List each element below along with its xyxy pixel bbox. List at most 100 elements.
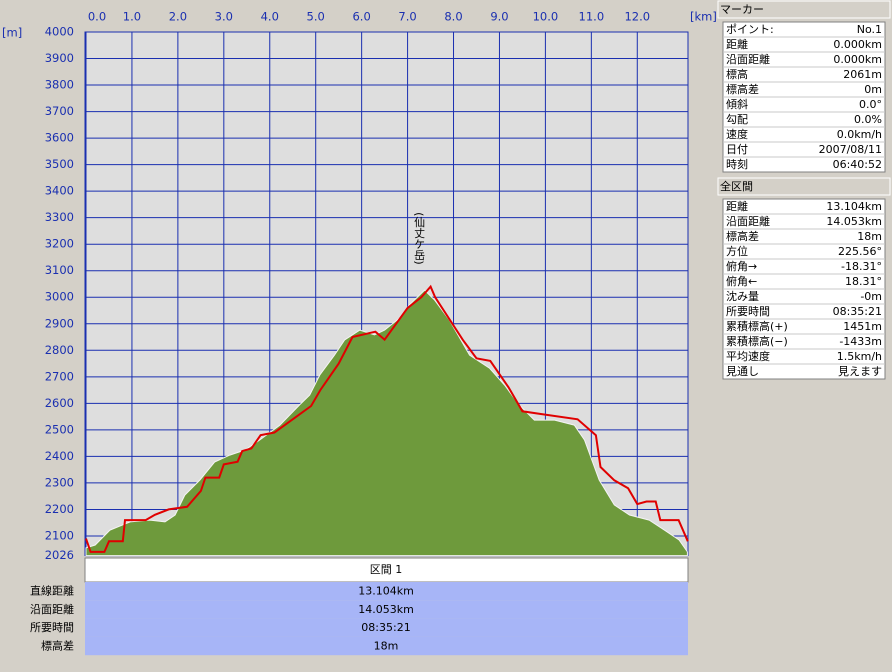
y-tick-label: 2100 — [45, 528, 74, 542]
x-tick-label: 0.0 — [88, 10, 106, 24]
track-line — [85, 284, 689, 553]
panel-label: 標高差 — [726, 82, 759, 96]
x-tick-label: 4.0 — [261, 10, 279, 24]
panel-label: 所要時間 — [726, 305, 770, 318]
panel-label: 傾斜 — [726, 97, 748, 111]
panel-title: マーカー — [720, 3, 764, 16]
panel-label: 沿面距離 — [726, 214, 770, 228]
y-tick-label: 2600 — [45, 396, 74, 410]
section-value: 13.104km — [358, 585, 414, 598]
panel-value: 225.56° — [838, 245, 882, 258]
panel-value: 18.31° — [845, 275, 882, 288]
section-value: 08:35:21 — [361, 621, 410, 634]
peak-annotation: (仙丈ケ岳) — [413, 212, 426, 265]
panel-value: -0m — [860, 290, 882, 303]
y-tick-label: 3300 — [45, 210, 74, 224]
x-tick-label: 5.0 — [307, 10, 325, 24]
x-tick-label: 7.0 — [398, 10, 416, 24]
panel-value: 2007/08/11 — [819, 143, 882, 156]
panel-label: 距離 — [726, 199, 748, 213]
x-tick-label: 10.0 — [533, 10, 559, 24]
panel-value: No.1 — [857, 23, 882, 36]
panel-value: 13.104km — [826, 200, 882, 213]
panel-label: 方位 — [726, 244, 748, 258]
y-tick-label: 3400 — [45, 184, 74, 198]
section-label: 標高差 — [41, 638, 74, 652]
section-label: 沿面距離 — [30, 602, 74, 616]
panel-label: 日付 — [726, 143, 748, 156]
y-unit: [m] — [2, 26, 22, 40]
y-tick-label: 2700 — [45, 369, 74, 383]
panel-label: 見通し — [726, 365, 759, 378]
x-tick-label: 1.0 — [123, 10, 141, 24]
panel-label: 距離 — [726, 37, 748, 51]
panel-label: 俯角→ — [726, 259, 757, 273]
panel-label: ポイント: — [726, 23, 774, 36]
section-row — [85, 582, 688, 601]
section-value: 14.053km — [358, 603, 414, 616]
section-header: 区間 1 — [370, 563, 403, 576]
panel-value: 18m — [857, 230, 882, 243]
panel-value: 1.5km/h — [837, 350, 882, 363]
panel-label: 勾配 — [726, 113, 748, 126]
panel-label: 俯角← — [726, 274, 757, 288]
panel-label: 累積標高(−) — [726, 334, 788, 348]
y-tick-label: 4000 — [45, 25, 74, 39]
section-row — [85, 636, 688, 656]
panel-label: 累積標高(+) — [726, 319, 788, 333]
x-tick-label: 3.0 — [215, 10, 233, 24]
y-tick-label: 3700 — [45, 104, 74, 118]
y-tick-label: 2900 — [45, 316, 74, 330]
panel-value: -18.31° — [841, 260, 882, 273]
y-tick-label: 3200 — [45, 237, 74, 251]
panel-value: 0.000km — [833, 38, 882, 51]
panel-label: 標高 — [726, 67, 748, 81]
y-tick-label: 2026 — [45, 548, 74, 562]
panel-value: 0.000km — [833, 53, 882, 66]
section-row — [85, 618, 688, 637]
panel-label: 平均速度 — [726, 349, 770, 363]
y-tick-label: 2800 — [45, 343, 74, 357]
panel-title: 全区間 — [720, 179, 753, 193]
panel-value: 2061m — [843, 68, 882, 81]
panel-header-box — [717, 0, 891, 19]
y-tick-label: 2500 — [45, 422, 74, 436]
panel-value: 08:35:21 — [833, 305, 882, 318]
panel-value: 0.0km/h — [837, 128, 882, 141]
y-tick-label: 2300 — [45, 475, 74, 489]
x-tick-label: 6.0 — [352, 10, 370, 24]
section-label: 直線距離 — [30, 584, 74, 598]
panel-header-box — [717, 177, 891, 196]
panel-value: 0.0% — [854, 113, 882, 126]
y-tick-label: 3900 — [45, 51, 74, 65]
panel-label: 速度 — [726, 127, 748, 141]
x-tick-label: 12.0 — [624, 10, 650, 24]
panel-value: -1433m — [839, 335, 882, 348]
x-tick-label: 11.0 — [579, 10, 605, 24]
panel-value: 06:40:52 — [833, 158, 882, 171]
panel-value: 14.053km — [826, 215, 882, 228]
y-tick-label: 3000 — [45, 290, 74, 304]
section-header-box — [84, 557, 689, 583]
panel-value: 0m — [864, 83, 882, 96]
x-tick-label: 9.0 — [490, 10, 508, 24]
panel-label: 標高差 — [726, 229, 759, 243]
panel-value: 0.0° — [859, 98, 882, 111]
y-tick-label: 3100 — [45, 263, 74, 277]
y-tick-label: 2400 — [45, 449, 74, 463]
panel-label: 沿面距離 — [726, 52, 770, 66]
panel-label: 沈み量 — [726, 289, 759, 303]
y-tick-label: 3800 — [45, 78, 74, 92]
panel-value: 見えます — [838, 365, 882, 378]
panel-value: 1451m — [843, 320, 882, 333]
x-unit: [km] — [690, 10, 717, 24]
y-tick-label: 3600 — [45, 131, 74, 145]
x-tick-label: 2.0 — [169, 10, 187, 24]
y-tick-label: 2200 — [45, 502, 74, 516]
section-value: 18m — [374, 639, 399, 652]
x-tick-label: 8.0 — [444, 10, 462, 24]
section-row — [85, 600, 688, 619]
y-tick-label: 3500 — [45, 157, 74, 171]
panel-label: 時刻 — [726, 157, 748, 171]
section-label: 所要時間 — [30, 621, 74, 634]
